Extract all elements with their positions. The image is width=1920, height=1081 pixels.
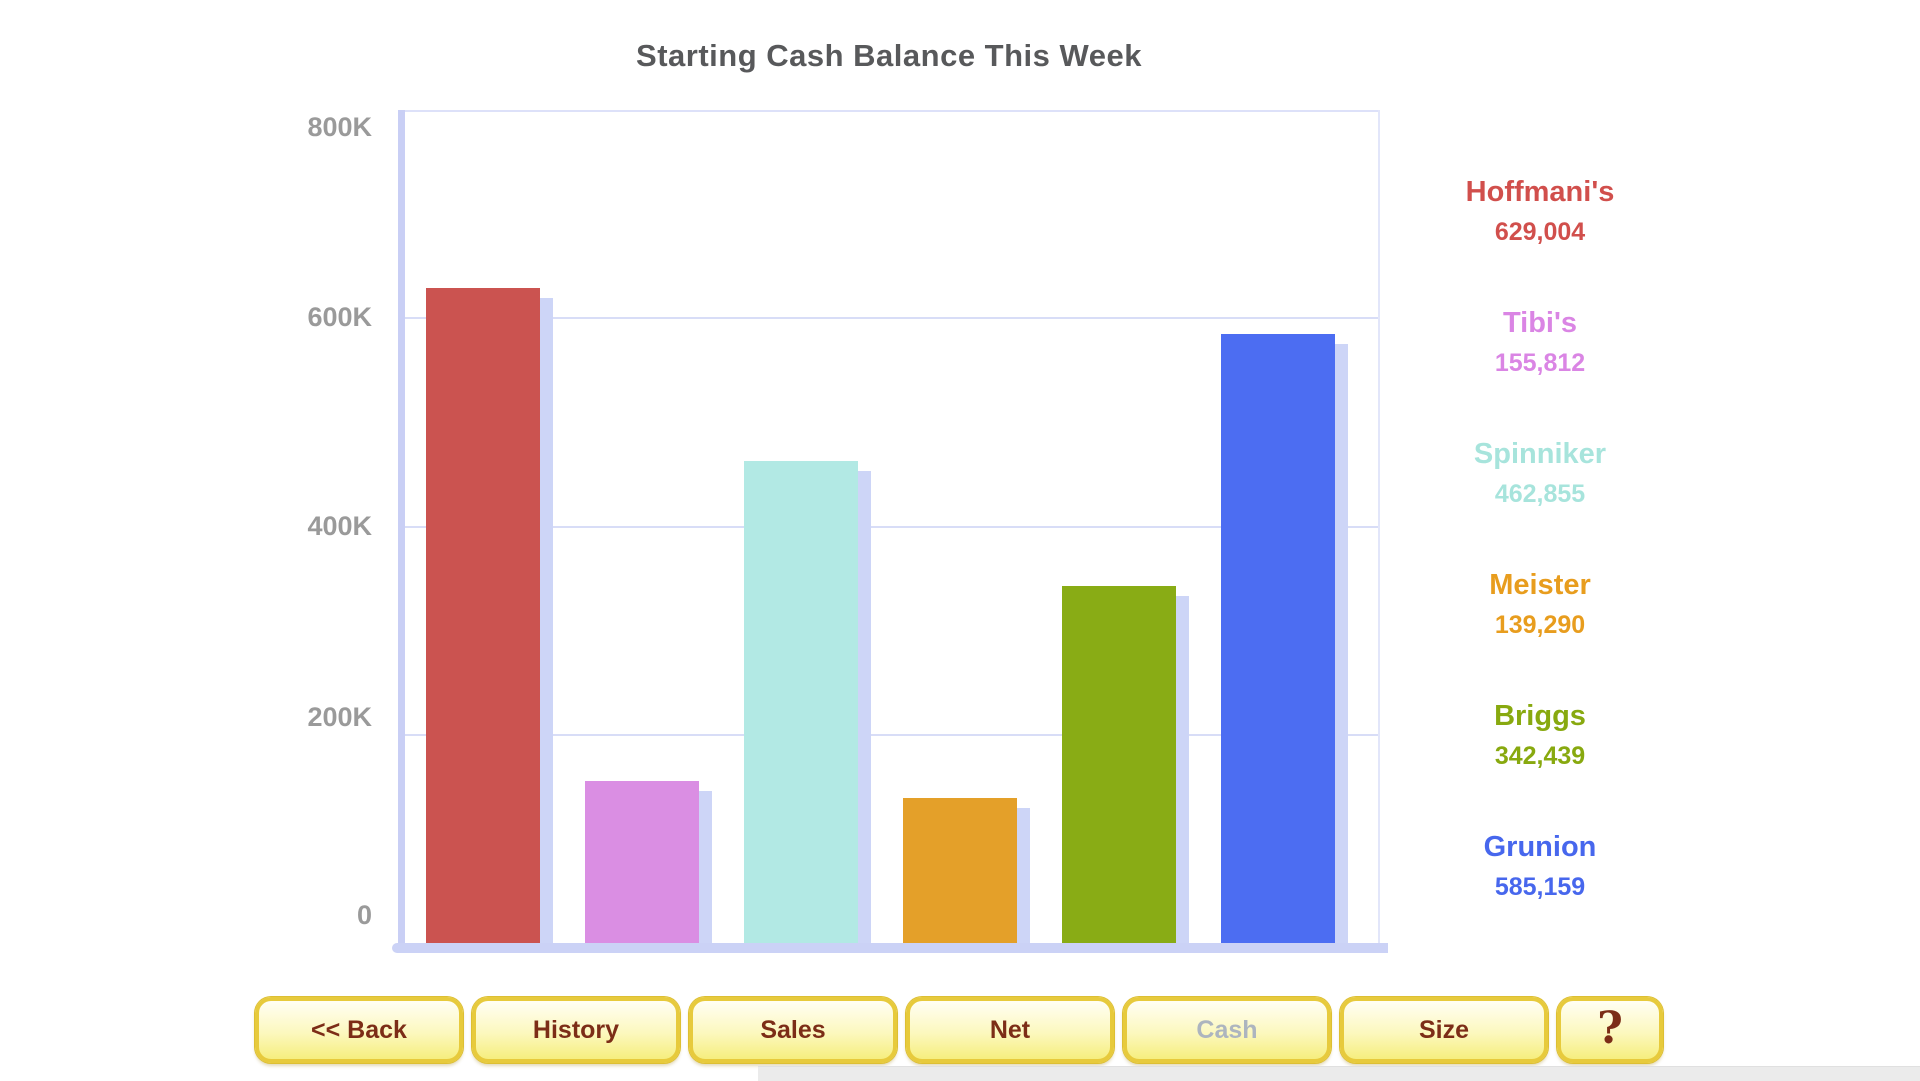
gridline-400k (398, 525, 1380, 528)
gridline-800k (398, 110, 1380, 112)
back-button[interactable]: << Back (255, 997, 463, 1063)
legend-entry-spinniker: Spinniker 462,855 (1400, 435, 1680, 509)
sales-button[interactable]: Sales (689, 997, 897, 1063)
legend-name-grunion: Grunion (1483, 831, 1597, 863)
y-tick-800k: 800K (307, 112, 372, 142)
legend-value-meister: 139,290 (1494, 611, 1586, 639)
legend-name-tibis: Tibi's (1502, 307, 1578, 339)
legend-value-briggs: 342,439 (1494, 742, 1586, 770)
y-tick-0: 0 (356, 900, 372, 930)
legend-entry-hoffmanis: Hoffmani's 629,004 (1400, 173, 1680, 247)
x-axis-line (392, 943, 1388, 953)
legend-value-grunion: 585,159 (1494, 873, 1586, 901)
help-button[interactable]: ? (1557, 997, 1663, 1063)
plot-right-border (1378, 110, 1380, 943)
size-button[interactable]: Size (1340, 997, 1548, 1063)
y-tick-200k: 200K (307, 701, 372, 732)
legend-entry-meister: Meister 139,290 (1400, 566, 1680, 640)
history-button[interactable]: History (472, 997, 680, 1063)
gridline-600k (398, 317, 1380, 320)
legend-name-meister: Meister (1489, 569, 1591, 601)
cash-button: Cash (1123, 997, 1331, 1063)
legend-entry-briggs: Briggs 342,439 (1400, 697, 1680, 771)
legend: Hoffmani's 629,004 Tibi's 155,812 Spinniker 4… (1400, 0, 1680, 943)
legend-name-spinniker: Spinniker (1473, 438, 1607, 470)
toolbar: << Back History Sales Net Cash Size? (255, 997, 1663, 1063)
window-edge-strip (758, 1066, 1920, 1081)
chart-title: Starting Cash Balance This Week (636, 38, 1142, 73)
bar-grunion (1221, 333, 1335, 943)
y-axis-line (398, 110, 405, 953)
net-button[interactable]: Net (906, 997, 1114, 1063)
legend-entry-tibis: Tibi's 155,812 (1400, 304, 1680, 378)
legend-entry-grunion: Grunion 585,159 (1400, 828, 1680, 902)
gridline-200k (398, 733, 1380, 736)
bar-tibis (585, 780, 699, 943)
legend-value-hoffmanis: 629,004 (1494, 218, 1586, 246)
y-axis-labels: 800K 600K 400K 200K 0 (250, 110, 372, 943)
legend-value-spinniker: 462,855 (1494, 480, 1586, 508)
bar-spinniker (744, 461, 858, 943)
y-tick-600k: 600K (307, 302, 372, 333)
bar-briggs (1062, 586, 1176, 943)
legend-name-hoffmanis: Hoffmani's (1465, 176, 1615, 208)
y-tick-400k: 400K (307, 510, 372, 541)
legend-name-briggs: Briggs (1494, 700, 1586, 732)
bar-hoffmanis (426, 288, 540, 943)
bar-meister (903, 797, 1017, 943)
plot-area (392, 110, 1388, 953)
legend-value-tibis: 155,812 (1494, 349, 1586, 377)
